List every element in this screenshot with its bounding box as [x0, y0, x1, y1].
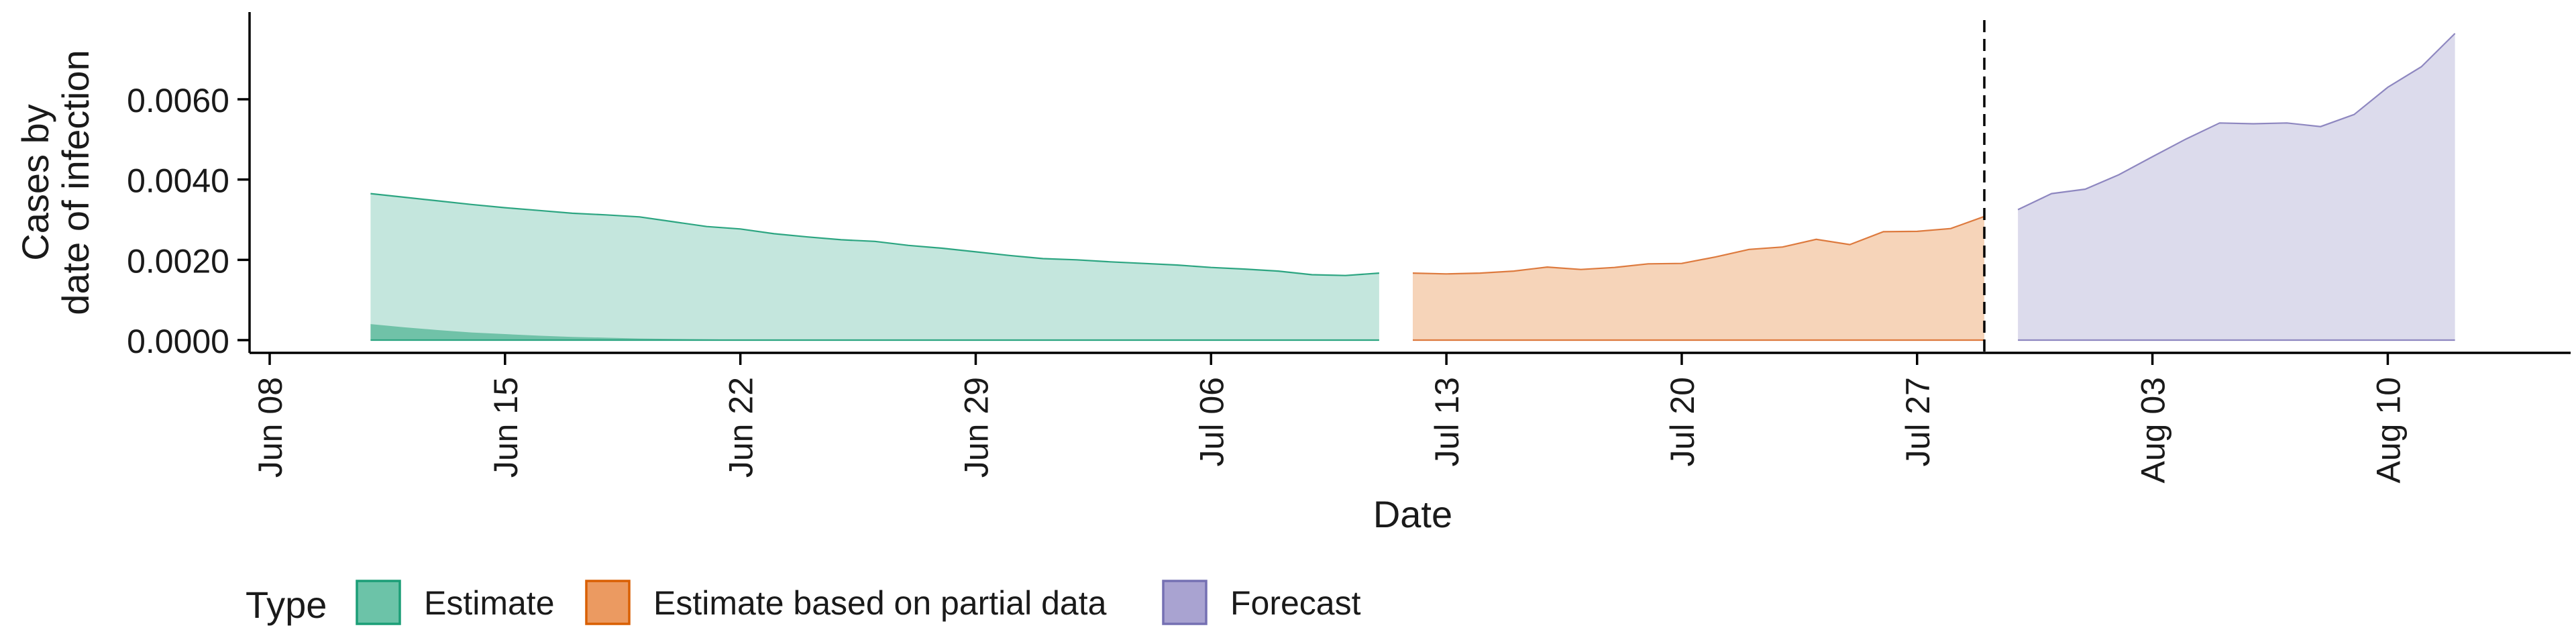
legend-key-estimate-based-on-partial-data	[585, 580, 631, 625]
y-tick-label: 0.0060	[127, 82, 229, 119]
areas-layer	[370, 33, 2456, 341]
x-tick-label: Jul 06	[1193, 377, 1230, 466]
y-axis-label: Cases by date of infection	[14, 50, 97, 315]
y-tick-label: 0.0020	[127, 242, 229, 280]
y-axis-label-line-2: date of infection	[54, 50, 97, 315]
x-tick-label: Jun 22	[722, 377, 760, 478]
legend-key-forecast	[1162, 580, 1208, 625]
legend-key-estimate	[356, 580, 401, 625]
y-tick-label: 0.0040	[127, 162, 229, 200]
axes-layer	[248, 12, 2571, 354]
x-tick-label: Jul 20	[1664, 377, 1701, 466]
x-tick-label: Jul 13	[1428, 377, 1466, 466]
x-tick-label: Jun 29	[957, 377, 995, 478]
y-ticks: 0.0000 0.0020 0.0040 0.0060	[127, 82, 250, 360]
x-tick-label: Aug 03	[2135, 377, 2172, 483]
x-tick-label: Aug 10	[2369, 377, 2407, 483]
legend-title: Type	[246, 584, 327, 626]
x-tick-label: Jul 27	[1899, 377, 1937, 466]
area-estimate-based-on-partial-data	[1413, 216, 1984, 340]
upper-line-forecast	[2017, 33, 2456, 211]
legend-label-estimate: Estimate	[424, 584, 555, 622]
x-tick-label: Jun 15	[487, 377, 525, 478]
upper-line-estimate-based-on-partial-data	[1412, 215, 1985, 275]
area-band-estimate	[370, 324, 1379, 340]
x-axis-label: Date	[1373, 493, 1452, 535]
x-tick-label: Jun 08	[252, 377, 289, 478]
legend: Type Estimate Estimate based on partial d…	[246, 580, 1361, 626]
area-forecast	[2018, 33, 2455, 341]
legend-label-forecast: Forecast	[1230, 584, 1361, 622]
y-tick-label: 0.0000	[127, 323, 229, 360]
y-axis-label-line-1: Cases by	[14, 104, 56, 260]
upper-line-estimate	[370, 193, 1379, 276]
legend-label-estimate-based-on-partial-data: Estimate based on partial data	[653, 584, 1107, 622]
area-estimate	[370, 193, 1379, 340]
x-ticks: Jun 08 Jun 15 Jun 22 Jun 29 Jul 06 Jul 13 Jul …	[252, 353, 2407, 483]
